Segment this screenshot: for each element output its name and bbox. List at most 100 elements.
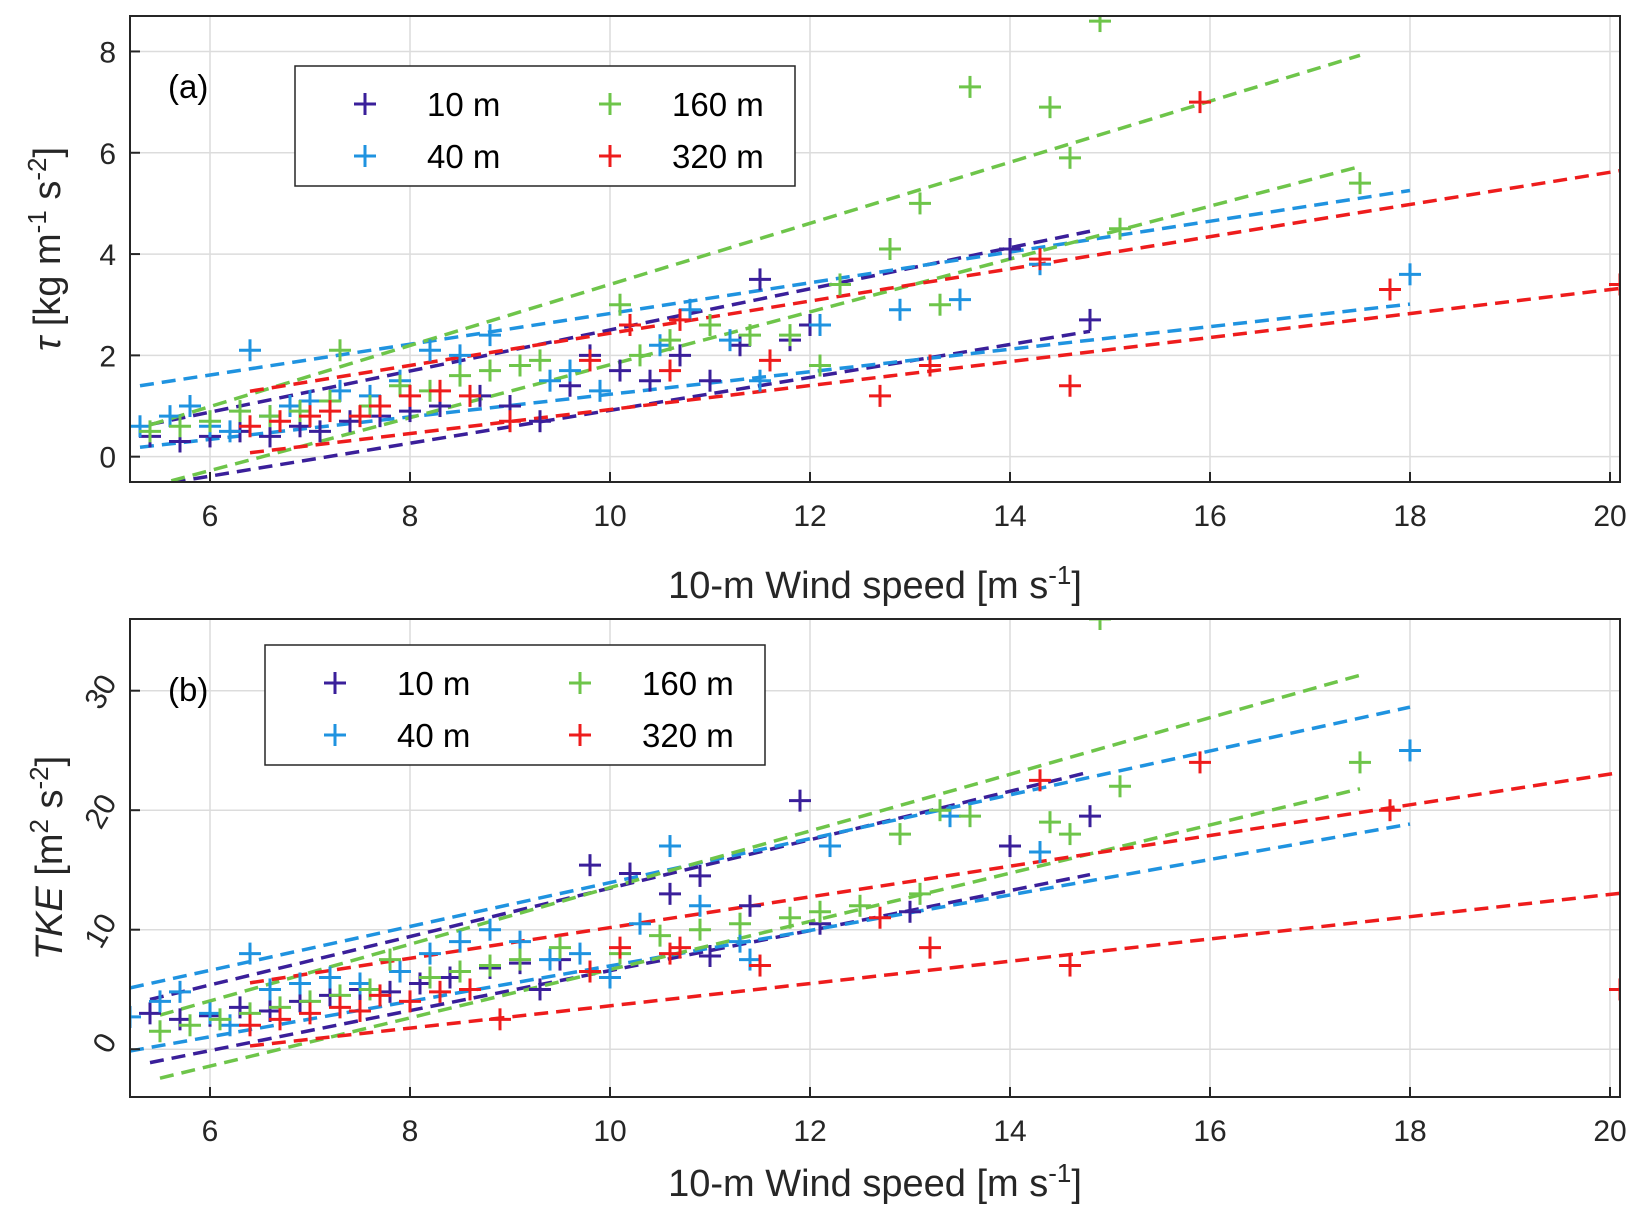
- data-point: [579, 960, 601, 983]
- data-point: [719, 329, 741, 352]
- legend-label: 40 m: [397, 717, 470, 754]
- x-tick-label: 6: [202, 500, 219, 533]
- data-point: [259, 978, 281, 1001]
- fit-line: [159, 164, 1361, 482]
- data-point: [1079, 308, 1101, 331]
- x-tick-label: 10: [593, 1115, 626, 1148]
- data-point: [1379, 278, 1401, 301]
- data-point: [699, 369, 721, 392]
- data-point: [1609, 273, 1620, 296]
- data-point: [739, 894, 761, 917]
- legend-label: 320 m: [642, 717, 734, 754]
- data-point: [399, 384, 421, 407]
- data-point: [379, 948, 401, 971]
- data-point: [419, 942, 441, 965]
- legend-label: 40 m: [427, 138, 500, 175]
- data-point: [699, 944, 721, 967]
- data-point: [689, 918, 711, 941]
- x-tick-label: 8: [402, 1115, 419, 1148]
- data-point: [309, 420, 331, 443]
- panel-b: 6 8 10 12 14 16 18 20 0 10 20 30 (b) 10 m 40 m 160 m 3…: [24, 618, 1627, 1205]
- x-tick-label: 14: [993, 500, 1026, 533]
- legend-marker: [569, 724, 591, 746]
- data-point: [130, 1005, 141, 1028]
- data-point: [209, 1008, 231, 1031]
- data-point: [269, 410, 291, 433]
- legend-marker: [354, 145, 376, 167]
- data-point: [239, 339, 261, 362]
- x-tick-label: 16: [1193, 500, 1226, 533]
- data-point: [489, 1008, 511, 1031]
- data-point: [130, 415, 151, 438]
- panel-label-a: (a): [168, 68, 208, 105]
- data-point: [259, 405, 281, 428]
- data-point: [319, 966, 341, 989]
- data-point: [699, 313, 721, 336]
- data-point: [929, 799, 951, 822]
- x-tick-label: 14: [993, 1115, 1026, 1148]
- fit-line: [159, 787, 1361, 1080]
- data-point: [919, 354, 941, 377]
- fit-lines-b: [130, 673, 1620, 1080]
- data-point: [659, 329, 681, 352]
- data-point: [1349, 751, 1371, 774]
- data-point: [959, 805, 981, 828]
- data-point: [139, 420, 161, 443]
- data-point: [749, 369, 771, 392]
- data-point: [349, 999, 371, 1022]
- data-point: [629, 344, 651, 367]
- data-point: [759, 349, 781, 372]
- data-point: [529, 978, 551, 1001]
- y-tick-label: 30: [78, 669, 123, 714]
- legend-marker: [599, 93, 621, 115]
- data-point: [669, 344, 691, 367]
- data-point: [869, 906, 891, 929]
- data-point: [389, 374, 411, 397]
- fit-line: [249, 286, 1620, 455]
- data-point: [999, 238, 1021, 260]
- legend-label: 160 m: [672, 86, 764, 123]
- x-tick-label: 12: [793, 1115, 826, 1148]
- y-axis-label-b: TKE [m2 s-2]: [24, 756, 71, 960]
- data-point: [809, 313, 831, 336]
- data-point: [239, 942, 261, 965]
- data-point: [659, 359, 681, 382]
- x-tick-label: 10: [593, 500, 626, 533]
- data-point: [509, 354, 531, 377]
- data-point: [739, 324, 761, 347]
- data-point: [199, 410, 221, 433]
- data-point: [369, 984, 391, 1007]
- ticks-a: 6 8 10 12 14 16 18 20 0 2 4 6 8: [99, 36, 1626, 533]
- data-point: [159, 405, 181, 428]
- data-point: [749, 268, 771, 291]
- data-point: [499, 410, 521, 433]
- data-point: [1379, 799, 1401, 822]
- data-point: [909, 192, 931, 215]
- data-point: [579, 349, 601, 372]
- data-point: [629, 912, 651, 935]
- y-tick-label: 0: [87, 1028, 124, 1059]
- panel-label-b: (b): [168, 671, 208, 708]
- data-point: [889, 298, 911, 321]
- data-point: [899, 900, 921, 923]
- data-point: [289, 972, 311, 995]
- data-point: [579, 854, 601, 877]
- fit-line: [149, 53, 1361, 427]
- data-point: [689, 864, 711, 887]
- data-point: [729, 334, 751, 357]
- data-point: [849, 894, 871, 917]
- data-point: [1059, 374, 1081, 397]
- fit-line: [249, 770, 1620, 985]
- legend-label: 320 m: [672, 138, 764, 175]
- data-point: [889, 823, 911, 846]
- data-point: [609, 293, 631, 316]
- data-point: [669, 936, 691, 959]
- data-point: [659, 882, 681, 905]
- data-point: [299, 405, 321, 428]
- legend-a: 10 m 40 m 160 m 320 m: [294, 65, 796, 187]
- data-point: [649, 924, 671, 947]
- data-point: [509, 948, 531, 971]
- data-point: [1039, 96, 1061, 119]
- y-tick-label: 8: [99, 36, 116, 69]
- data-point: [289, 400, 311, 423]
